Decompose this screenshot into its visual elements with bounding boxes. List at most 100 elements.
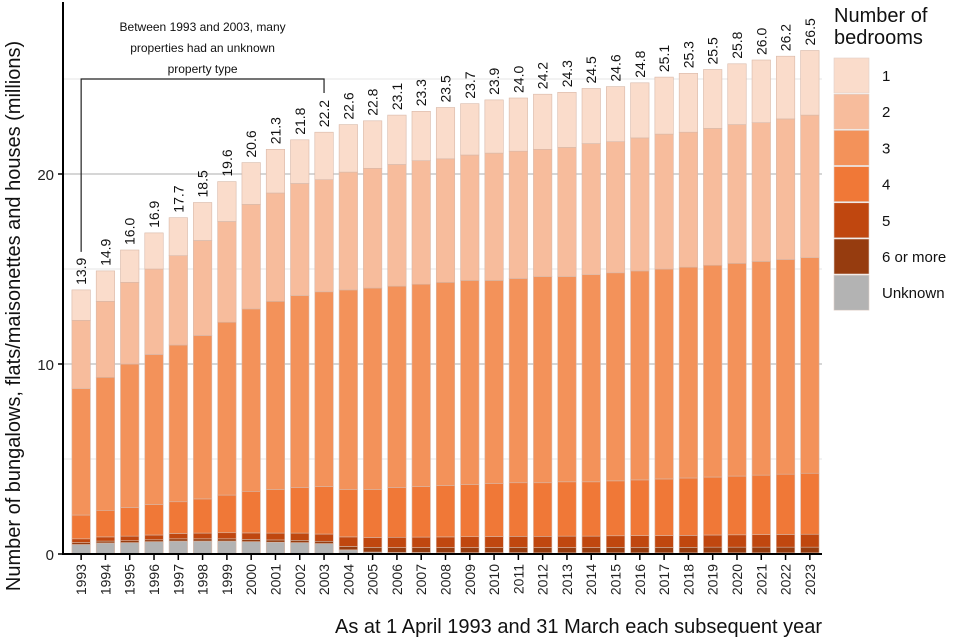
bar-segment-6-or-more [411, 547, 431, 553]
bar-segment-3 [144, 354, 164, 505]
bar-segment-4 [654, 478, 674, 536]
bar-segment-4 [71, 514, 91, 540]
x-tick-label: 2008 [438, 564, 454, 595]
x-tick-label: 1996 [146, 564, 162, 595]
bar-segment-2 [557, 147, 577, 277]
total-label: 25.5 [705, 37, 721, 64]
total-label: 23.1 [389, 83, 405, 110]
total-label: 24.2 [535, 62, 551, 89]
bar-segment-6-or-more [265, 539, 285, 543]
bar-segment-2 [314, 179, 334, 293]
bar-segment-2 [387, 164, 407, 287]
legend-item-6-or-more: 6 or more [833, 238, 946, 275]
total-label: 24.8 [632, 50, 648, 77]
legend-label: 5 [882, 213, 890, 230]
bar-segment-3 [460, 280, 480, 485]
bar-segment-5 [120, 535, 140, 542]
bar-segment-1 [168, 217, 188, 256]
bar-1999 [217, 181, 237, 555]
bar-segment-3 [508, 278, 528, 484]
bar-segment-3 [120, 363, 140, 508]
legend-label: 2 [882, 104, 890, 121]
bar-segment-5 [144, 534, 164, 541]
bar-segment-3 [363, 287, 383, 490]
x-tick-label: 2001 [267, 564, 283, 595]
bar-segment-3 [800, 257, 820, 474]
bar-2022 [776, 55, 796, 555]
bar-segment-6-or-more [338, 546, 358, 551]
bar-segment-1 [95, 270, 115, 302]
x-tick-label: 2022 [778, 564, 794, 595]
bar-segment-3 [314, 291, 334, 487]
bar-2010 [484, 99, 504, 555]
total-label: 26.0 [753, 28, 769, 55]
bar-segment-6-or-more [484, 547, 504, 553]
bar-segment-2 [800, 114, 820, 258]
bar-segment-5 [193, 532, 213, 540]
x-tick-label: 2006 [389, 564, 405, 595]
bar-segment-4 [168, 501, 188, 534]
bar-segment-2 [654, 133, 674, 270]
bar-segment-1 [338, 124, 358, 173]
bar-2021 [751, 59, 771, 555]
bar-segment-unknown [120, 542, 140, 555]
bar-segment-1 [484, 99, 504, 154]
bar-segment-4 [193, 498, 213, 534]
bar-segment-5 [727, 534, 747, 548]
bar-2019 [703, 69, 723, 555]
bar-segment-3 [606, 272, 626, 482]
bar-segment-2 [435, 158, 456, 283]
legend-item-2: 2 [833, 93, 890, 130]
total-label: 21.3 [267, 117, 283, 144]
x-tick-label: 2011 [510, 564, 526, 594]
bar-segment-6-or-more [654, 547, 674, 554]
bar-segment-4 [484, 483, 504, 537]
bar-segment-5 [265, 532, 285, 541]
x-tick-label: 2021 [753, 564, 769, 595]
bar-2000 [241, 162, 261, 555]
bar-segment-1 [265, 149, 285, 194]
total-label: 23.9 [486, 67, 502, 94]
total-label: 23.5 [438, 75, 454, 102]
bar-segment-1 [557, 92, 577, 148]
bar-segment-2 [484, 152, 504, 281]
total-label: 23.7 [462, 71, 478, 98]
bar-segment-1 [678, 73, 698, 133]
bar-segment-3 [290, 295, 310, 488]
bar-segment-6-or-more [435, 547, 456, 553]
x-tick-label: 1998 [195, 564, 211, 595]
bar-segment-4 [265, 489, 285, 534]
bar-segment-2 [606, 141, 626, 274]
bar-segment-5 [484, 536, 504, 548]
bar-segment-3 [557, 276, 577, 483]
bar-segment-4 [460, 484, 480, 538]
bar-segment-4 [290, 487, 310, 534]
bar-segment-1 [508, 97, 528, 152]
legend-label: 4 [882, 177, 890, 194]
axes [62, 2, 822, 555]
total-label: 18.5 [195, 170, 211, 197]
bar-segment-1 [630, 82, 650, 139]
total-label: 22.2 [316, 100, 332, 127]
legend-swatch [833, 274, 870, 311]
legend-swatch [833, 166, 870, 202]
bar-2016 [630, 82, 650, 555]
bar-segment-4 [387, 487, 407, 538]
legend-swatch [833, 238, 870, 275]
x-tick-label: 2005 [365, 564, 381, 595]
bar-segment-2 [508, 150, 528, 279]
bar-2005 [363, 120, 383, 555]
bar-segment-2 [120, 281, 140, 365]
bar-2001 [265, 149, 285, 555]
y-tick-label: 0 [46, 547, 54, 564]
bar-segment-4 [557, 481, 577, 537]
total-label: 24.5 [583, 56, 599, 83]
bar-segment-4 [144, 504, 164, 536]
total-label: 16.9 [146, 200, 162, 227]
total-label: 17.7 [170, 185, 186, 212]
bar-segment-1 [71, 289, 91, 321]
legend-label: 6 or more [882, 249, 946, 266]
x-tick-label: 1993 [73, 564, 89, 595]
bar-segment-3 [581, 274, 601, 483]
